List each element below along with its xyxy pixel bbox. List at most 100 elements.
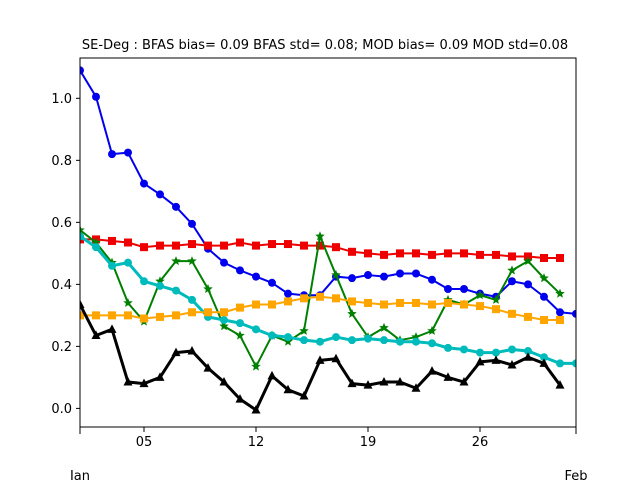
series-5-point bbox=[156, 312, 164, 321]
series-5-point bbox=[460, 300, 468, 309]
series-3-point bbox=[80, 225, 85, 235]
series-2-point bbox=[204, 241, 212, 250]
series-6-point bbox=[315, 355, 325, 364]
x-tick-label: 19 bbox=[360, 435, 377, 450]
series-6-point bbox=[507, 359, 517, 369]
series-4 bbox=[80, 232, 576, 368]
series-6-point bbox=[123, 377, 133, 386]
series-3-point bbox=[171, 256, 181, 266]
series-2-point bbox=[236, 238, 244, 247]
series-2-point bbox=[460, 249, 468, 258]
series-6-point bbox=[523, 352, 533, 361]
series-5-point bbox=[172, 311, 180, 320]
series-3-point bbox=[251, 361, 261, 371]
series-3-point bbox=[299, 325, 309, 335]
series-4-point bbox=[348, 336, 356, 345]
series-4-point bbox=[268, 331, 276, 340]
series-2-point bbox=[108, 236, 116, 245]
series-1-point bbox=[268, 278, 276, 287]
series-4-point bbox=[396, 337, 404, 346]
series-4-point bbox=[220, 316, 228, 325]
series-1-point bbox=[348, 274, 356, 283]
series-1-line bbox=[80, 69, 576, 315]
series-4-point bbox=[332, 333, 340, 342]
series-2-point bbox=[284, 240, 292, 249]
series-3-point bbox=[491, 294, 501, 304]
series-1-point bbox=[252, 272, 260, 281]
series-4-point bbox=[540, 353, 548, 362]
series-5-point bbox=[332, 294, 340, 303]
series-1 bbox=[80, 66, 576, 318]
series-3-point bbox=[539, 273, 549, 283]
month-label: Jan bbox=[69, 469, 90, 480]
y-tick-label: 0.2 bbox=[51, 340, 72, 355]
series-3-point bbox=[379, 322, 389, 332]
plot-area bbox=[80, 66, 576, 414]
series-1-point bbox=[188, 219, 196, 228]
series-4-point bbox=[412, 337, 420, 346]
series-5-point bbox=[364, 298, 372, 307]
series-4-point bbox=[492, 348, 500, 357]
series-5-point bbox=[444, 298, 452, 307]
series-6-point bbox=[80, 299, 85, 309]
series-5-point bbox=[492, 305, 500, 314]
series-5-point bbox=[476, 302, 484, 311]
series-2-point bbox=[348, 247, 356, 256]
series-1-point bbox=[540, 292, 548, 301]
series-4-point bbox=[188, 295, 196, 304]
series-5-point bbox=[284, 297, 292, 306]
series-4-point bbox=[556, 359, 564, 368]
series-5-point bbox=[124, 311, 132, 320]
series-1-point bbox=[364, 271, 372, 280]
series-6-point bbox=[251, 404, 261, 414]
series-3-point bbox=[507, 265, 517, 275]
series-1-point bbox=[156, 190, 164, 199]
series-6-point bbox=[539, 358, 549, 367]
series-1-point bbox=[284, 289, 292, 298]
series-2-point bbox=[300, 241, 308, 250]
series-3-point bbox=[411, 332, 421, 342]
series-6-point bbox=[363, 380, 373, 389]
series-6-point bbox=[331, 353, 341, 363]
series-3-point bbox=[219, 321, 229, 331]
series-5-point bbox=[300, 294, 308, 303]
series-2-point bbox=[316, 241, 324, 250]
series-4-point bbox=[140, 277, 148, 286]
series-5-point bbox=[412, 298, 420, 307]
series-2-point bbox=[396, 249, 404, 258]
series-4-point bbox=[108, 261, 116, 270]
series-5-point bbox=[428, 300, 436, 309]
series-5-point bbox=[220, 308, 228, 317]
series-6-point bbox=[443, 372, 453, 381]
series-1-point bbox=[460, 285, 468, 294]
series-6-point bbox=[395, 377, 405, 386]
y-tick-label: 0.4 bbox=[51, 278, 72, 293]
series-5-point bbox=[140, 314, 148, 323]
series-3-point bbox=[427, 325, 437, 335]
series-3-point bbox=[123, 297, 133, 308]
series-2-point bbox=[556, 254, 564, 263]
series-6-point bbox=[379, 377, 389, 386]
series-3-point bbox=[331, 270, 341, 280]
series-3-point bbox=[203, 284, 213, 294]
series-1-point bbox=[236, 266, 244, 275]
series-2-point bbox=[332, 243, 340, 252]
series-4-point bbox=[156, 281, 164, 290]
series-5-point bbox=[204, 308, 212, 317]
x-tick-label: 26 bbox=[472, 435, 489, 450]
series-2-point bbox=[364, 249, 372, 258]
series-6-point bbox=[267, 370, 277, 380]
series-4-point bbox=[476, 348, 484, 357]
series-4-point bbox=[460, 345, 468, 354]
series-1-point bbox=[108, 150, 116, 159]
series-6-point bbox=[187, 346, 197, 355]
series-3-point bbox=[315, 231, 325, 241]
series-4-point bbox=[380, 336, 388, 345]
chart-title: SE-Deg : BFAS bias= 0.09 BFAS std= 0.08;… bbox=[82, 38, 568, 53]
series-6-point bbox=[107, 324, 117, 333]
series-6-point bbox=[283, 384, 293, 394]
series-6-point bbox=[347, 378, 357, 388]
y-tick-label: 0.6 bbox=[51, 216, 72, 231]
series-2-point bbox=[188, 240, 196, 249]
